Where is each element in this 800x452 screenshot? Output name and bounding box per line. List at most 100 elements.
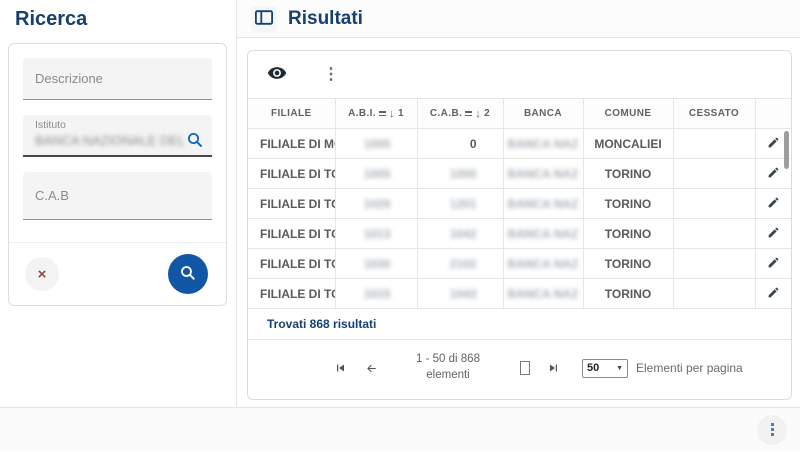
cell-cab: 1042 xyxy=(416,218,504,249)
kebab-icon: ⋮ xyxy=(323,65,339,83)
page-size-select[interactable]: 50 ▼ xyxy=(582,358,628,378)
cell-abi: 1025 xyxy=(334,188,418,219)
results-summary: Trovati 868 risultati xyxy=(248,309,791,340)
sort-arrow-icon: ↓ xyxy=(475,107,482,120)
table-row: FILIALE DI TORINO 1013 1042 BANCA NAZ TO… xyxy=(248,218,791,249)
cell-comune: TORINO xyxy=(582,278,674,309)
table-row: FILIALE DI TORINO 1025 1201 BANCA NAZ TO… xyxy=(248,188,791,219)
split-view-icon xyxy=(255,9,273,28)
edit-row-button[interactable] xyxy=(761,164,786,184)
clear-icon: × xyxy=(37,265,47,283)
cell-abi: 1030 xyxy=(334,248,418,279)
visibility-button[interactable] xyxy=(267,63,287,86)
chevron-down-icon: ▼ xyxy=(616,364,623,372)
col-cab[interactable]: C.A.B. ↓ 2 xyxy=(416,98,504,129)
page-more-options-button[interactable] xyxy=(757,414,787,445)
next-page-button[interactable] xyxy=(520,361,548,375)
clear-button[interactable]: × xyxy=(25,257,59,291)
istituto-search-icon[interactable] xyxy=(186,131,204,149)
cell-filiale: FILIALE DI TORINO xyxy=(248,278,336,309)
col-abi[interactable]: A.B.I. ↓ 1 xyxy=(334,98,418,129)
pencil-icon xyxy=(768,137,779,147)
results-table: FILIALE A.B.I. ↓ 1 xyxy=(248,98,791,309)
cell-abi: 1005 xyxy=(334,158,418,189)
search-card-footer: × xyxy=(9,242,226,305)
results-card: ⋮ FILIALE A.B.I. xyxy=(247,50,792,400)
edit-row-button[interactable] xyxy=(761,224,786,244)
cell-abi: 1015 xyxy=(334,278,418,309)
pencil-icon xyxy=(768,197,779,207)
edit-row-button[interactable] xyxy=(761,194,786,214)
sort-arrow-icon: ↓ xyxy=(389,107,395,120)
sort-order-badge: 1 xyxy=(397,108,404,119)
edit-row-button[interactable] xyxy=(761,284,786,304)
previous-page-button[interactable] xyxy=(365,362,378,375)
kebab-dot xyxy=(770,433,774,436)
panel-toggle-button[interactable] xyxy=(251,5,277,32)
col-banca: BANCA xyxy=(502,98,584,129)
sort-bars-icon xyxy=(379,111,387,116)
first-page-icon xyxy=(337,364,344,372)
kebab-dot xyxy=(770,423,774,426)
pagination-bar: 1 - 50 di 868 elementi 50 ▼ Elementi per… xyxy=(248,340,791,396)
cell-banca: BANCA NAZ xyxy=(502,218,584,249)
page-size-label: Elementi per pagina xyxy=(636,361,743,375)
cell-filiale: FILIALE DI TORINO xyxy=(248,158,336,189)
col-cab-label: C.A.B. xyxy=(429,108,463,119)
description-field[interactable]: Descrizione xyxy=(23,58,212,100)
pencil-icon xyxy=(768,227,779,237)
cell-filiale: FILIALE DI TORINO xyxy=(248,218,336,249)
eye-icon xyxy=(267,63,287,86)
cell-cessato xyxy=(672,218,756,249)
cell-comune: TORINO xyxy=(582,218,674,249)
sort-bars-icon xyxy=(465,111,473,116)
arrow-left-icon xyxy=(367,364,376,372)
pencil-icon xyxy=(768,167,779,177)
more-options-button[interactable]: ⋮ xyxy=(323,65,339,83)
cell-comune: MONCALIEI xyxy=(582,128,674,159)
bottom-bar xyxy=(0,408,800,451)
description-placeholder: Descrizione xyxy=(35,71,103,86)
kebab-dot xyxy=(770,428,774,431)
istituto-value: BANCA NAZIONALE DEL L xyxy=(35,132,186,148)
broken-glyph-icon xyxy=(520,361,530,375)
cell-banca: BANCA NAZ xyxy=(502,248,584,279)
page-range-line2: elementi xyxy=(426,369,470,381)
cell-cessato xyxy=(672,248,756,279)
cell-cessato xyxy=(672,188,756,219)
results-panel: Risultati ⋮ xyxy=(237,0,800,407)
cell-cessato xyxy=(672,158,756,189)
cab-field[interactable]: C.A.B xyxy=(23,172,212,220)
table-row: FILIALE DI TORINO 1005 1000 BANCA NAZ TO… xyxy=(248,158,791,189)
edit-row-button[interactable] xyxy=(761,134,786,154)
last-page-button[interactable] xyxy=(548,362,560,374)
search-panel-title: Ricerca xyxy=(15,8,88,30)
edit-row-button[interactable] xyxy=(761,254,786,274)
table-scrollbar[interactable] xyxy=(784,131,789,169)
cell-cab: 2102 xyxy=(416,248,504,279)
search-button[interactable] xyxy=(168,254,208,294)
cell-banca: BANCA NAZ xyxy=(502,188,584,219)
pencil-icon xyxy=(768,257,779,267)
results-title: Risultati xyxy=(288,7,363,29)
search-panel: Ricerca Descrizione Istituto BANCA NAZIO… xyxy=(0,0,237,407)
cell-comune: TORINO xyxy=(582,188,674,219)
page-range: 1 - 50 di 868 elementi xyxy=(400,352,496,383)
first-page-button[interactable] xyxy=(334,362,346,374)
col-actions xyxy=(754,98,791,129)
istituto-field[interactable]: Istituto BANCA NAZIONALE DEL L xyxy=(23,115,212,157)
cell-cab: 1000 xyxy=(416,158,504,189)
cell-filiale: FILIALE DI TORINO xyxy=(248,248,336,279)
results-header: Risultati xyxy=(237,0,800,38)
table-row: FILIALE DI TORINO 1030 2102 BANCA NAZ TO… xyxy=(248,248,791,279)
col-filiale: FILIALE xyxy=(248,98,336,129)
cell-banca: BANCA NAZ xyxy=(502,158,584,189)
cab-placeholder: C.A.B xyxy=(35,188,69,203)
col-comune: COMUNE xyxy=(582,98,674,129)
search-card: Descrizione Istituto BANCA NAZIONALE DEL… xyxy=(8,43,227,306)
cell-cab: 0 xyxy=(416,128,504,159)
last-page-icon xyxy=(550,364,557,372)
cell-banca: BANCA NAZ xyxy=(502,128,584,159)
table-row: FILIALE DI TORINO 1015 1043 BANCA NAZ TO… xyxy=(248,278,791,309)
